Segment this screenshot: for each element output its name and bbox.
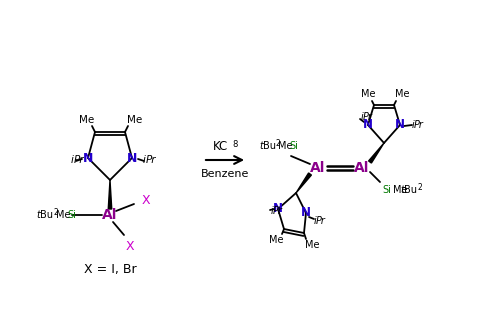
Text: Me: Me	[79, 115, 95, 125]
Text: X: X	[126, 241, 134, 253]
Text: Me: Me	[56, 210, 71, 220]
Text: N: N	[273, 203, 283, 215]
Text: X: X	[142, 194, 150, 206]
FancyArrowPatch shape	[206, 156, 242, 164]
Text: i: i	[313, 216, 316, 226]
Text: Me: Me	[278, 141, 292, 151]
Text: KC: KC	[212, 140, 228, 153]
Text: Bu: Bu	[40, 210, 53, 220]
Text: t: t	[259, 141, 263, 151]
Text: N: N	[363, 118, 373, 132]
Text: i: i	[71, 155, 74, 165]
Text: Pr: Pr	[363, 112, 373, 122]
Text: Pr: Pr	[414, 120, 424, 130]
Text: i: i	[270, 206, 273, 216]
Text: i: i	[143, 155, 146, 165]
Text: X = I, Br: X = I, Br	[84, 263, 136, 276]
Text: N: N	[301, 206, 311, 220]
Text: i: i	[360, 112, 363, 122]
Text: Al: Al	[354, 161, 370, 175]
Text: Si: Si	[67, 210, 76, 220]
Text: Me: Me	[393, 185, 408, 195]
Text: 8: 8	[232, 140, 238, 149]
Text: N: N	[127, 151, 137, 164]
Text: Me: Me	[127, 115, 143, 125]
Text: 2: 2	[53, 208, 58, 217]
Text: Me: Me	[305, 240, 319, 250]
Polygon shape	[369, 143, 384, 163]
Text: N: N	[395, 118, 405, 132]
Text: 2: 2	[275, 139, 280, 148]
Text: i: i	[411, 120, 414, 130]
Text: Me: Me	[269, 235, 283, 245]
Text: t: t	[400, 185, 404, 195]
Text: Me: Me	[361, 89, 375, 99]
Polygon shape	[296, 173, 312, 193]
Polygon shape	[108, 180, 112, 209]
Text: Pr: Pr	[74, 155, 84, 165]
Text: Bu: Bu	[404, 185, 417, 195]
Text: Si: Si	[289, 141, 298, 151]
Text: Me: Me	[395, 89, 409, 99]
Text: Pr: Pr	[316, 216, 326, 226]
Text: Al: Al	[310, 161, 326, 175]
Text: Al: Al	[102, 208, 118, 222]
Text: t: t	[36, 210, 40, 220]
Text: Si: Si	[382, 185, 391, 195]
Text: Bu: Bu	[263, 141, 276, 151]
Text: Pr: Pr	[273, 206, 283, 216]
Text: N: N	[83, 151, 93, 164]
Text: Benzene: Benzene	[201, 169, 249, 179]
Text: Pr: Pr	[146, 155, 156, 165]
Text: 2: 2	[418, 183, 423, 192]
